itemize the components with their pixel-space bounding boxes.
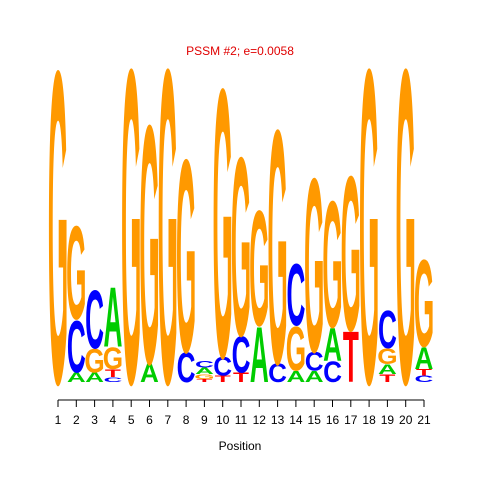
x-tick-label: 8 bbox=[183, 413, 190, 427]
logo-letter: G bbox=[414, 236, 434, 374]
logo-letter: G bbox=[267, 62, 287, 434]
logo-letter: G bbox=[341, 131, 361, 378]
logo-letter: A bbox=[378, 362, 397, 377]
logo-letter: G bbox=[121, 0, 141, 478]
x-tick-label: 17 bbox=[344, 413, 358, 427]
logo-letter: T bbox=[105, 368, 122, 380]
x-tick-label: 16 bbox=[326, 413, 340, 427]
logo-letter: A bbox=[195, 366, 214, 376]
logo-letter: G bbox=[103, 342, 123, 377]
logo-letter: T bbox=[215, 374, 231, 384]
x-tick-label: 9 bbox=[201, 413, 208, 427]
logo-letter: G bbox=[213, 9, 233, 438]
logo-letter: A bbox=[305, 367, 324, 385]
logo-letter: T bbox=[416, 368, 432, 378]
logo-letter: C bbox=[232, 326, 251, 384]
logo-letter: C bbox=[323, 356, 342, 389]
logo-letter: A bbox=[415, 342, 434, 377]
logo-letter: C bbox=[103, 376, 122, 383]
x-tick-label: 1 bbox=[55, 413, 62, 427]
x-tick-label: 2 bbox=[73, 413, 80, 427]
x-tick-label: 18 bbox=[362, 413, 376, 427]
x-tick-label: 20 bbox=[399, 413, 413, 427]
x-tick-label: 3 bbox=[91, 413, 98, 427]
logo-letter: C bbox=[286, 245, 305, 344]
logo-letter: C bbox=[305, 346, 324, 377]
logo-letter: G bbox=[377, 345, 397, 370]
chart-title: PSSM #2; e=0.0058 bbox=[186, 44, 294, 58]
logo-letter: C bbox=[195, 360, 214, 370]
x-tick-label: 10 bbox=[216, 413, 230, 427]
logo-letter: G bbox=[158, 0, 178, 478]
logo-letter: G bbox=[66, 199, 86, 347]
logo-letter: G bbox=[84, 343, 104, 380]
logo-letter: G bbox=[176, 103, 196, 410]
logo-letter: T bbox=[379, 372, 396, 384]
logo-letter: G bbox=[396, 0, 416, 478]
x-tick-label: 6 bbox=[146, 413, 153, 427]
x-tick-label: 4 bbox=[110, 413, 117, 427]
logo-letter: T bbox=[343, 317, 359, 398]
logo-letter: G bbox=[194, 373, 214, 380]
logo-letter: A bbox=[85, 370, 104, 385]
logo-letter: C bbox=[268, 358, 287, 389]
logo-letter: A bbox=[323, 319, 342, 372]
logo-letter: C bbox=[177, 343, 196, 391]
x-tick-label: 21 bbox=[417, 413, 431, 427]
logo-letter: G bbox=[286, 314, 306, 385]
x-tick-label: 13 bbox=[271, 413, 285, 427]
logo-letter: A bbox=[250, 312, 269, 399]
logo-letter: A bbox=[67, 370, 86, 385]
logo-letter: T bbox=[196, 378, 213, 383]
logo-letter: A bbox=[103, 270, 122, 365]
logo-letter: C bbox=[213, 351, 232, 382]
logo-letter: C bbox=[378, 301, 397, 361]
x-axis-label: Position bbox=[219, 439, 262, 453]
logo-letter: C bbox=[67, 304, 86, 388]
logo-letter: G bbox=[249, 176, 269, 360]
logo-letter: T bbox=[233, 370, 249, 385]
x-tick-label: 12 bbox=[253, 413, 267, 427]
logo-letter: G bbox=[139, 55, 159, 436]
logo-letter: A bbox=[286, 367, 305, 385]
logo-letter: A bbox=[140, 358, 159, 389]
logo-letter: G bbox=[322, 164, 342, 366]
x-tick-label: 11 bbox=[235, 413, 248, 427]
x-tick-label: 19 bbox=[381, 413, 395, 427]
x-tick-label: 5 bbox=[128, 413, 135, 427]
logo-letter: G bbox=[359, 0, 379, 478]
logo-letter: G bbox=[48, 0, 68, 478]
x-tick-label: 7 bbox=[164, 413, 171, 427]
logo-letter: C bbox=[415, 374, 434, 384]
logo-letter: C bbox=[85, 274, 104, 367]
logo-letter: G bbox=[231, 106, 251, 390]
x-tick-label: 15 bbox=[308, 413, 322, 427]
logo-letter: G bbox=[304, 128, 324, 405]
x-tick-label: 14 bbox=[289, 413, 303, 427]
